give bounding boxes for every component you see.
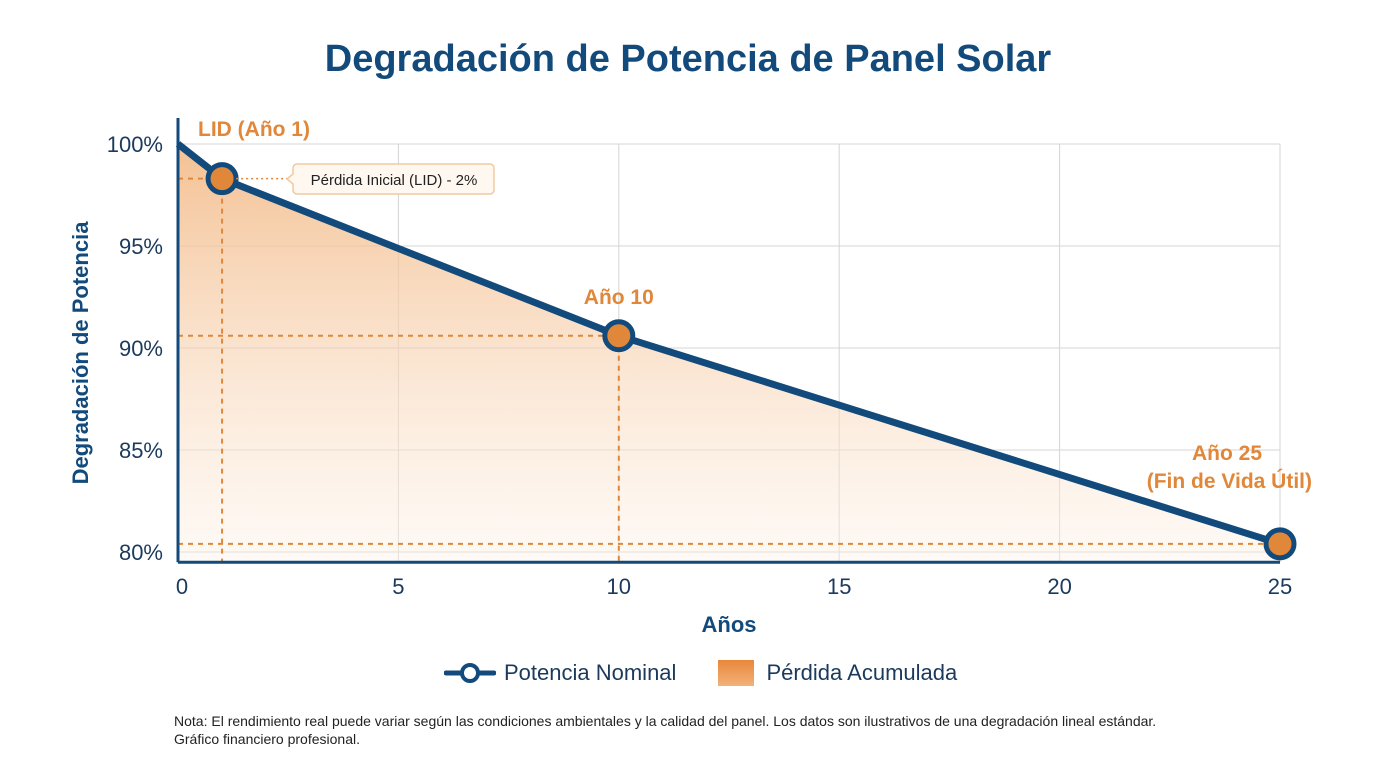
y-tick-label: 80% — [119, 540, 163, 565]
data-point — [1263, 527, 1297, 561]
chart-title: Degradación de Potencia de Panel Solar — [324, 38, 1052, 80]
y-tick-label: 95% — [119, 234, 163, 259]
footnote: Nota: El rendimiento real puede variar s… — [174, 712, 1274, 748]
legend-label: Potencia Nominal — [504, 660, 677, 685]
y-tick-label: 85% — [119, 438, 163, 463]
x-axis-label: Años — [702, 612, 757, 637]
data-point — [205, 162, 239, 196]
annotation-label: Año 25 — [1192, 442, 1262, 465]
legend-item-perdida: Pérdida Acumulada — [718, 660, 957, 686]
loss-area — [178, 144, 1280, 563]
annotation-label: Año 10 — [584, 286, 654, 309]
line-marker-icon — [444, 663, 496, 683]
footnote-line: Nota: El rendimiento real puede variar s… — [174, 713, 1157, 729]
legend: Potencia Nominal Pérdida Acumulada — [444, 660, 999, 686]
x-tick-label: 25 — [1268, 574, 1292, 599]
y-axis-label: Degradación de Potencia — [68, 221, 93, 485]
x-tick-label: 15 — [827, 574, 851, 599]
callout-text: Pérdida Inicial (LID) - 2% — [311, 172, 478, 189]
legend-item-potencia: Potencia Nominal — [444, 660, 676, 686]
x-tick-label: 5 — [392, 574, 404, 599]
data-point — [602, 319, 636, 353]
legend-label: Pérdida Acumulada — [766, 660, 958, 685]
x-tick-label: 10 — [607, 574, 631, 599]
x-tick-label: 20 — [1047, 574, 1071, 599]
annotation-label: (Fin de Vida Útil) — [1147, 469, 1312, 493]
annotation-label: LID (Año 1) — [198, 118, 310, 141]
footnote-line: Gráfico financiero profesional. — [174, 731, 360, 747]
y-tick-label: 90% — [119, 336, 163, 361]
callout-box — [285, 163, 495, 195]
y-tick-label: 100% — [107, 132, 163, 157]
x-tick-label: 0 — [176, 574, 188, 599]
area-swatch-icon — [718, 660, 755, 686]
series-line — [175, 141, 1282, 548]
